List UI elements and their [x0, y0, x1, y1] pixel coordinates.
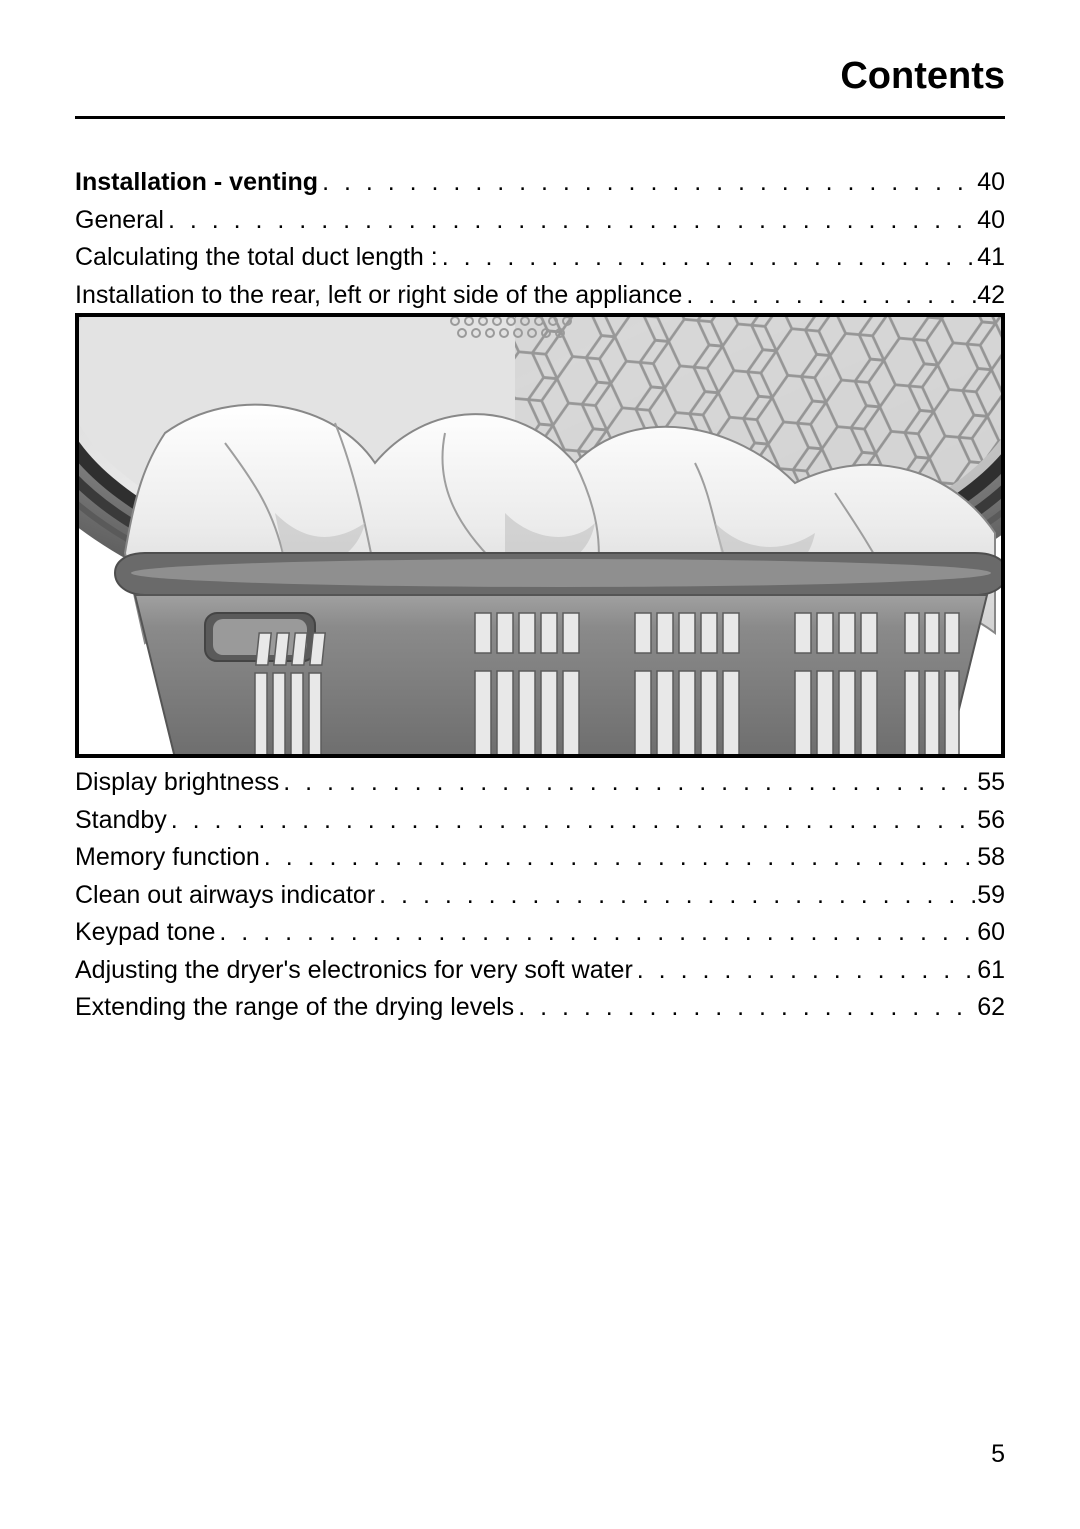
toc-page-number: 40	[977, 202, 1005, 240]
toc-label: Calculating the total duct length :	[75, 239, 438, 277]
toc-entry: Adjusting the dryer's electronics for ve…	[75, 952, 1005, 990]
toc-leader-dots: . . . . . . . . . . . . . . . . . . . . …	[279, 764, 977, 802]
toc-label: General	[75, 202, 164, 240]
toc-leader-dots: . . . . . . . . . . . . . . . . . . . . …	[164, 202, 977, 240]
toc-entry: General. . . . . . . . . . . . . . . . .…	[75, 202, 1005, 240]
toc-leader-dots: . . . . . . . . . . . . . . . . . . . . …	[215, 914, 977, 952]
toc-entry: Installation to the rear, left or right …	[75, 277, 1005, 315]
toc-page-number: 55	[977, 764, 1005, 802]
toc-entry: Memory function. . . . . . . . . . . . .…	[75, 839, 1005, 877]
toc-label: Standby	[75, 802, 167, 840]
toc-label: Adjusting the dryer's electronics for ve…	[75, 952, 633, 990]
toc-leader-dots: . . . . . . . . . . . . . . . . . . . . …	[633, 952, 977, 990]
toc-page-number: 58	[977, 839, 1005, 877]
toc-entry: Clean out airways indicator. . . . . . .…	[75, 877, 1005, 915]
contents-header: Contents	[75, 55, 1005, 119]
toc-leader-dots: . . . . . . . . . . . . . . . . . . . . …	[438, 239, 977, 277]
toc-entry: Extending the range of the drying levels…	[75, 989, 1005, 1027]
toc-leader-dots: . . . . . . . . . . . . . . . . . . . . …	[167, 802, 977, 840]
table-of-contents: Installation - venting. . . . . . . . . …	[75, 164, 1005, 1027]
toc-label: Installation to the rear, left or right …	[75, 277, 682, 315]
toc-entry: Calculating the total duct length :. . .…	[75, 239, 1005, 277]
toc-entry: Installation - venting. . . . . . . . . …	[75, 164, 1005, 202]
toc-page-number: 59	[977, 877, 1005, 915]
toc-page-number: 42	[977, 277, 1005, 315]
toc-page-number: 61	[977, 952, 1005, 990]
toc-page-number: 41	[977, 239, 1005, 277]
toc-entry: Keypad tone. . . . . . . . . . . . . . .…	[75, 914, 1005, 952]
toc-leader-dots: . . . . . . . . . . . . . . . . . . . . …	[318, 164, 977, 202]
toc-leader-dots: . . . . . . . . . . . . . . . . . . . . …	[375, 877, 977, 915]
toc-page-number: 40	[977, 164, 1005, 202]
toc-leader-dots: . . . . . . . . . . . . . . . . . . . . …	[514, 989, 977, 1027]
page-title: Contents	[75, 55, 1005, 98]
toc-label: Clean out airways indicator	[75, 877, 375, 915]
dryer-laundry-illustration	[75, 313, 1005, 758]
toc-label: Memory function	[75, 839, 260, 877]
toc-label: Installation - venting	[75, 164, 318, 202]
toc-label: Keypad tone	[75, 914, 215, 952]
toc-leader-dots: . . . . . . . . . . . . . . . . . . . . …	[682, 277, 977, 315]
toc-page-number: 62	[977, 989, 1005, 1027]
toc-label: Display brightness	[75, 764, 279, 802]
toc-entry: Display brightness. . . . . . . . . . . …	[75, 764, 1005, 802]
toc-page-number: 60	[977, 914, 1005, 952]
page-number: 5	[991, 1440, 1005, 1469]
toc-label: Extending the range of the drying levels	[75, 989, 514, 1027]
toc-page-number: 56	[977, 802, 1005, 840]
toc-leader-dots: . . . . . . . . . . . . . . . . . . . . …	[260, 839, 977, 877]
toc-entry: Standby. . . . . . . . . . . . . . . . .…	[75, 802, 1005, 840]
